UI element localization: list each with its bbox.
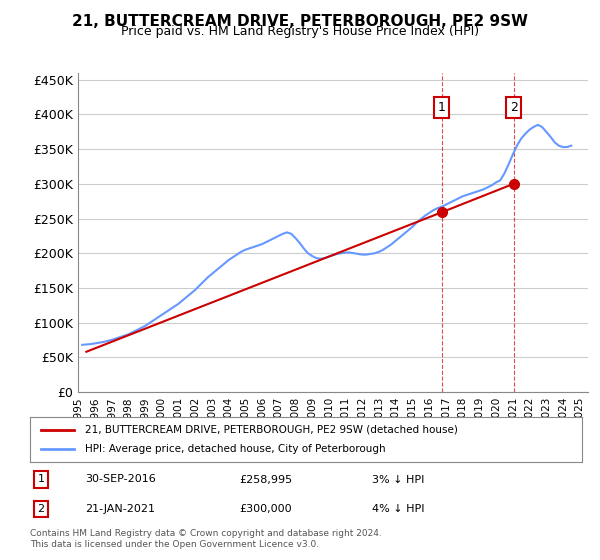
Text: 1: 1 — [438, 101, 446, 114]
Text: Contains HM Land Registry data © Crown copyright and database right 2024.
This d: Contains HM Land Registry data © Crown c… — [30, 529, 382, 549]
Text: 30-SEP-2016: 30-SEP-2016 — [85, 474, 156, 484]
Text: HPI: Average price, detached house, City of Peterborough: HPI: Average price, detached house, City… — [85, 445, 386, 455]
Text: £258,995: £258,995 — [240, 474, 293, 484]
Text: Price paid vs. HM Land Registry's House Price Index (HPI): Price paid vs. HM Land Registry's House … — [121, 25, 479, 38]
Text: 21, BUTTERCREAM DRIVE, PETERBOROUGH, PE2 9SW: 21, BUTTERCREAM DRIVE, PETERBOROUGH, PE2… — [72, 14, 528, 29]
Text: 21, BUTTERCREAM DRIVE, PETERBOROUGH, PE2 9SW (detached house): 21, BUTTERCREAM DRIVE, PETERBOROUGH, PE2… — [85, 424, 458, 435]
Text: 21-JAN-2021: 21-JAN-2021 — [85, 504, 155, 514]
Text: 2: 2 — [509, 101, 518, 114]
Text: 3% ↓ HPI: 3% ↓ HPI — [372, 474, 425, 484]
Text: 1: 1 — [38, 474, 44, 484]
Text: 2: 2 — [37, 504, 44, 514]
Text: 4% ↓ HPI: 4% ↓ HPI — [372, 504, 425, 514]
Text: £300,000: £300,000 — [240, 504, 292, 514]
